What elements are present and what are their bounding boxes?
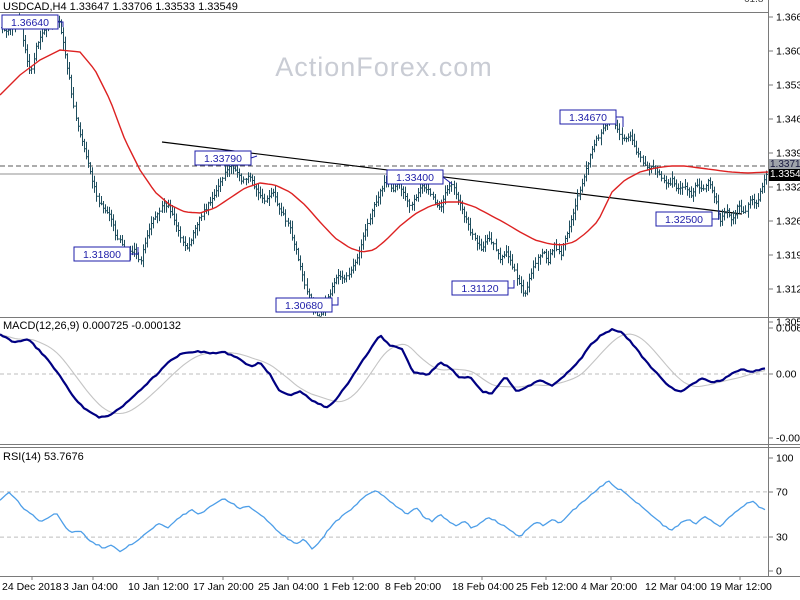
callout-connector [712,210,720,220]
axis-label: 1.35330 [776,80,800,92]
axis-label: 0.00607 [776,323,800,335]
axis-label: 1.31930 [776,250,800,262]
callout-connector [508,280,515,289]
axis-label: -0.008381 [776,433,800,445]
axis-label: 1.34650 [776,114,800,126]
bid-price-tag: 1.33549 [769,169,800,181]
date-label: 4 Mar 20:00 [581,581,637,593]
price-callout-text: 1.36640 [11,17,49,29]
macd-signal-line [0,333,766,415]
date-label: 18 Feb 04:00 [452,581,514,593]
date-label: 19 Mar 12:00 [710,581,772,593]
rsi-indicator-label: RSI(14) 53.7676 [3,451,84,463]
axis-label: 0 [776,566,782,578]
date-label: 8 Feb 20:00 [385,581,441,593]
callout-connector [332,297,339,306]
ohlc-bars[interactable] [1,13,768,318]
symbol-ohlc-readout: USDCAD,H4 1.33647 1.33706 1.33533 1.3354… [3,1,238,13]
trendline[interactable] [161,141,743,215]
axis-label: 1.30590 [776,317,800,329]
price-callout-box[interactable] [451,280,509,296]
price-callout-text: 1.30680 [285,300,323,312]
price-callout-text: 1.31800 [83,249,121,261]
axis-label: 1.33290 [776,182,800,194]
price-callout-box[interactable] [386,169,444,185]
axis-label: 1.31270 [776,284,800,296]
date-label: 1 Feb 12:00 [323,581,379,593]
level-price-tag: 1.33710 [769,159,800,171]
callout-connector [250,155,258,159]
clipped-fib-label: 61.8 [744,0,763,5]
axis-label: 0.00 [776,369,797,381]
date-label: 25 Jan 04:00 [258,581,319,593]
axis-label: 1.33970 [776,148,800,160]
price-callout-box[interactable] [655,211,713,227]
price-callout-box[interactable] [559,109,617,125]
callout-connector [616,116,624,127]
axis-label: 70 [776,487,788,499]
axis-label: 100 [776,453,794,465]
rsi-line[interactable] [0,480,766,553]
macd-indicator-label: MACD(12,26,9) 0.000725 -0.000132 [3,320,181,332]
price-callout-text: 1.33400 [396,172,434,184]
callout-connector [130,247,139,255]
price-callout-text: 1.33790 [204,153,242,165]
price-callout-box[interactable] [73,246,131,262]
price-callout-text: 1.31120 [461,283,498,295]
callout-connector [442,176,453,185]
callout-connector [58,21,64,27]
price-callout-box[interactable] [194,150,252,166]
date-label: 17 Jan 20:00 [193,581,254,593]
axis-label: 1.32610 [776,216,800,228]
moving-average-line [0,49,769,253]
date-label: 3 Jan 04:00 [63,581,118,593]
price-callout-text: 1.34670 [569,112,607,124]
date-label: 12 Mar 04:00 [645,581,707,593]
price-callout-box[interactable] [1,14,59,30]
axis-label: 1.36690 [776,12,800,24]
date-label: 24 Dec 2018 [2,581,62,593]
date-label: 10 Jan 12:00 [128,581,189,593]
date-label: 25 Feb 12:00 [516,581,578,593]
price-callout-box[interactable] [275,297,333,313]
macd-main-line[interactable] [0,328,766,419]
actionforex-watermark: ActionForex.com [275,52,493,82]
axis-label: 1.36010 [776,46,800,58]
axis-label: 30 [776,532,788,544]
price-callout-text: 1.32500 [665,214,703,226]
